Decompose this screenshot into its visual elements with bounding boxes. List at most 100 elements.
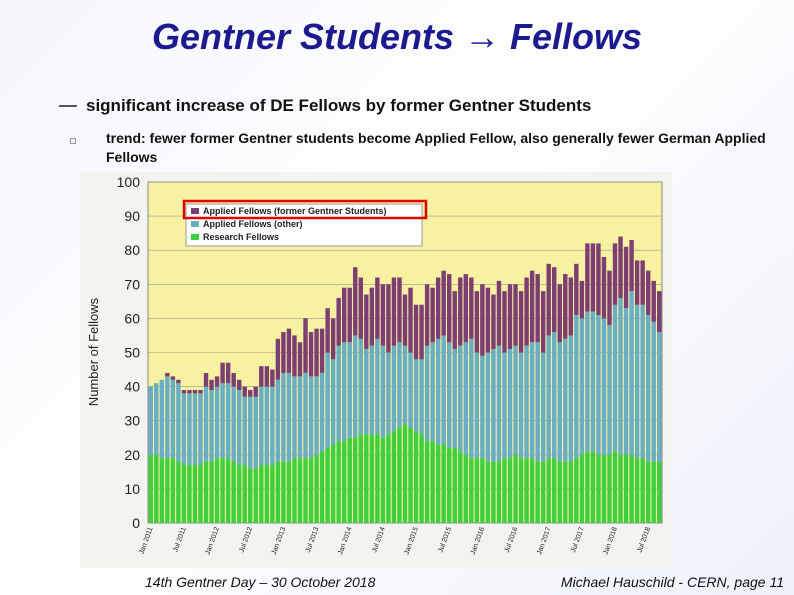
bar-segment	[209, 390, 214, 462]
bar-segment	[408, 287, 413, 353]
y-tick-label: 30	[124, 413, 140, 429]
bar-segment	[236, 379, 242, 391]
bar-segment	[270, 465, 275, 523]
y-tick-label: 50	[124, 345, 140, 361]
bar-segment	[187, 393, 192, 466]
bar-segment	[507, 284, 513, 350]
bar-segment	[170, 379, 176, 459]
legend-swatch	[191, 221, 199, 227]
bar-segment	[203, 372, 209, 387]
bar-segment	[535, 461, 540, 523]
bar-segment	[474, 352, 480, 459]
bar-segment	[629, 291, 634, 455]
bar-segment	[231, 461, 236, 523]
bar-segment	[447, 274, 452, 343]
bar-segment	[391, 277, 397, 346]
y-tick-label: 100	[117, 174, 141, 190]
bar-segment	[192, 390, 198, 394]
bar-segment	[529, 458, 535, 523]
bar-segment	[557, 284, 562, 343]
bar-segment	[518, 458, 524, 523]
bullet-mark	[58, 99, 80, 107]
bar-segment	[270, 369, 275, 387]
bar-segment	[297, 342, 303, 377]
bar-segment	[441, 335, 446, 445]
bar-segment	[623, 308, 629, 455]
y-tick-label: 0	[132, 515, 140, 531]
bar-segment	[209, 461, 214, 523]
bar-segment	[187, 465, 192, 523]
y-tick-label: 90	[124, 208, 140, 224]
bar-segment	[297, 376, 303, 459]
bar-segment	[364, 294, 369, 350]
bar-segment	[347, 342, 352, 438]
bar-segment	[242, 465, 247, 523]
bar-segment	[159, 379, 165, 459]
bar-segment	[469, 277, 474, 339]
bar-segment	[308, 332, 314, 377]
bar-segment	[303, 372, 308, 459]
bar-segment	[319, 372, 325, 452]
bar-segment	[176, 383, 181, 462]
bar-segment	[319, 451, 325, 523]
bar-segment	[225, 458, 231, 523]
bar-segment	[645, 461, 651, 523]
bar-segment	[524, 277, 529, 346]
bar-segment	[645, 270, 651, 315]
bar-segment	[330, 359, 336, 445]
bar-segment	[231, 386, 236, 462]
bar-segment	[607, 454, 612, 523]
bar-segment	[214, 458, 220, 523]
bar-segment	[358, 338, 363, 435]
bar-segment	[596, 314, 601, 455]
y-tick-label: 20	[124, 447, 140, 463]
bar-segment	[574, 263, 579, 315]
bar-segment	[397, 342, 402, 428]
bar-segment	[341, 441, 347, 523]
bar-segment	[325, 447, 330, 523]
bar-segment	[546, 458, 551, 523]
bar-segment	[496, 280, 502, 346]
bar-segment	[225, 362, 231, 384]
bar-segment	[623, 246, 629, 309]
bar-segment	[170, 376, 176, 380]
bar-segment	[253, 386, 258, 397]
bar-segment	[336, 345, 341, 442]
bar-segment	[347, 437, 352, 523]
bar-segment	[292, 376, 297, 459]
bar-segment	[176, 461, 181, 523]
bar-segment	[220, 383, 225, 459]
bar-segment	[623, 454, 629, 523]
bar-segment	[474, 458, 480, 523]
bar-segment	[585, 311, 590, 452]
bar-segment	[225, 383, 231, 459]
bar-segment	[181, 465, 187, 523]
bar-segment	[612, 243, 618, 305]
bar-segment	[408, 352, 413, 428]
bar-segment	[557, 342, 562, 462]
bar-segment	[148, 386, 153, 455]
legend-swatch	[191, 208, 199, 214]
bullet-mark	[70, 138, 76, 144]
bar-segment	[181, 390, 187, 394]
bar-segment	[397, 277, 402, 343]
slide-title: Gentner Students → Fellows	[151, 16, 643, 57]
bar-segment	[386, 434, 391, 523]
bar-segment	[380, 437, 386, 523]
bar-segment	[563, 338, 568, 462]
bar-segment	[634, 458, 640, 523]
bar-segment	[330, 444, 336, 523]
bar-segment	[452, 291, 457, 350]
bar-segment	[314, 376, 319, 455]
bar-segment	[458, 277, 463, 346]
bar-segment	[574, 314, 579, 459]
bar-segment	[618, 297, 623, 455]
bar-segment	[380, 284, 386, 346]
bar-segment	[634, 304, 640, 459]
bar-segment	[248, 468, 253, 523]
bar-segment	[502, 352, 507, 459]
bar-segment	[657, 332, 662, 462]
bar-segment	[540, 461, 546, 523]
bar-segment	[535, 342, 540, 462]
bar-segment	[651, 461, 656, 523]
